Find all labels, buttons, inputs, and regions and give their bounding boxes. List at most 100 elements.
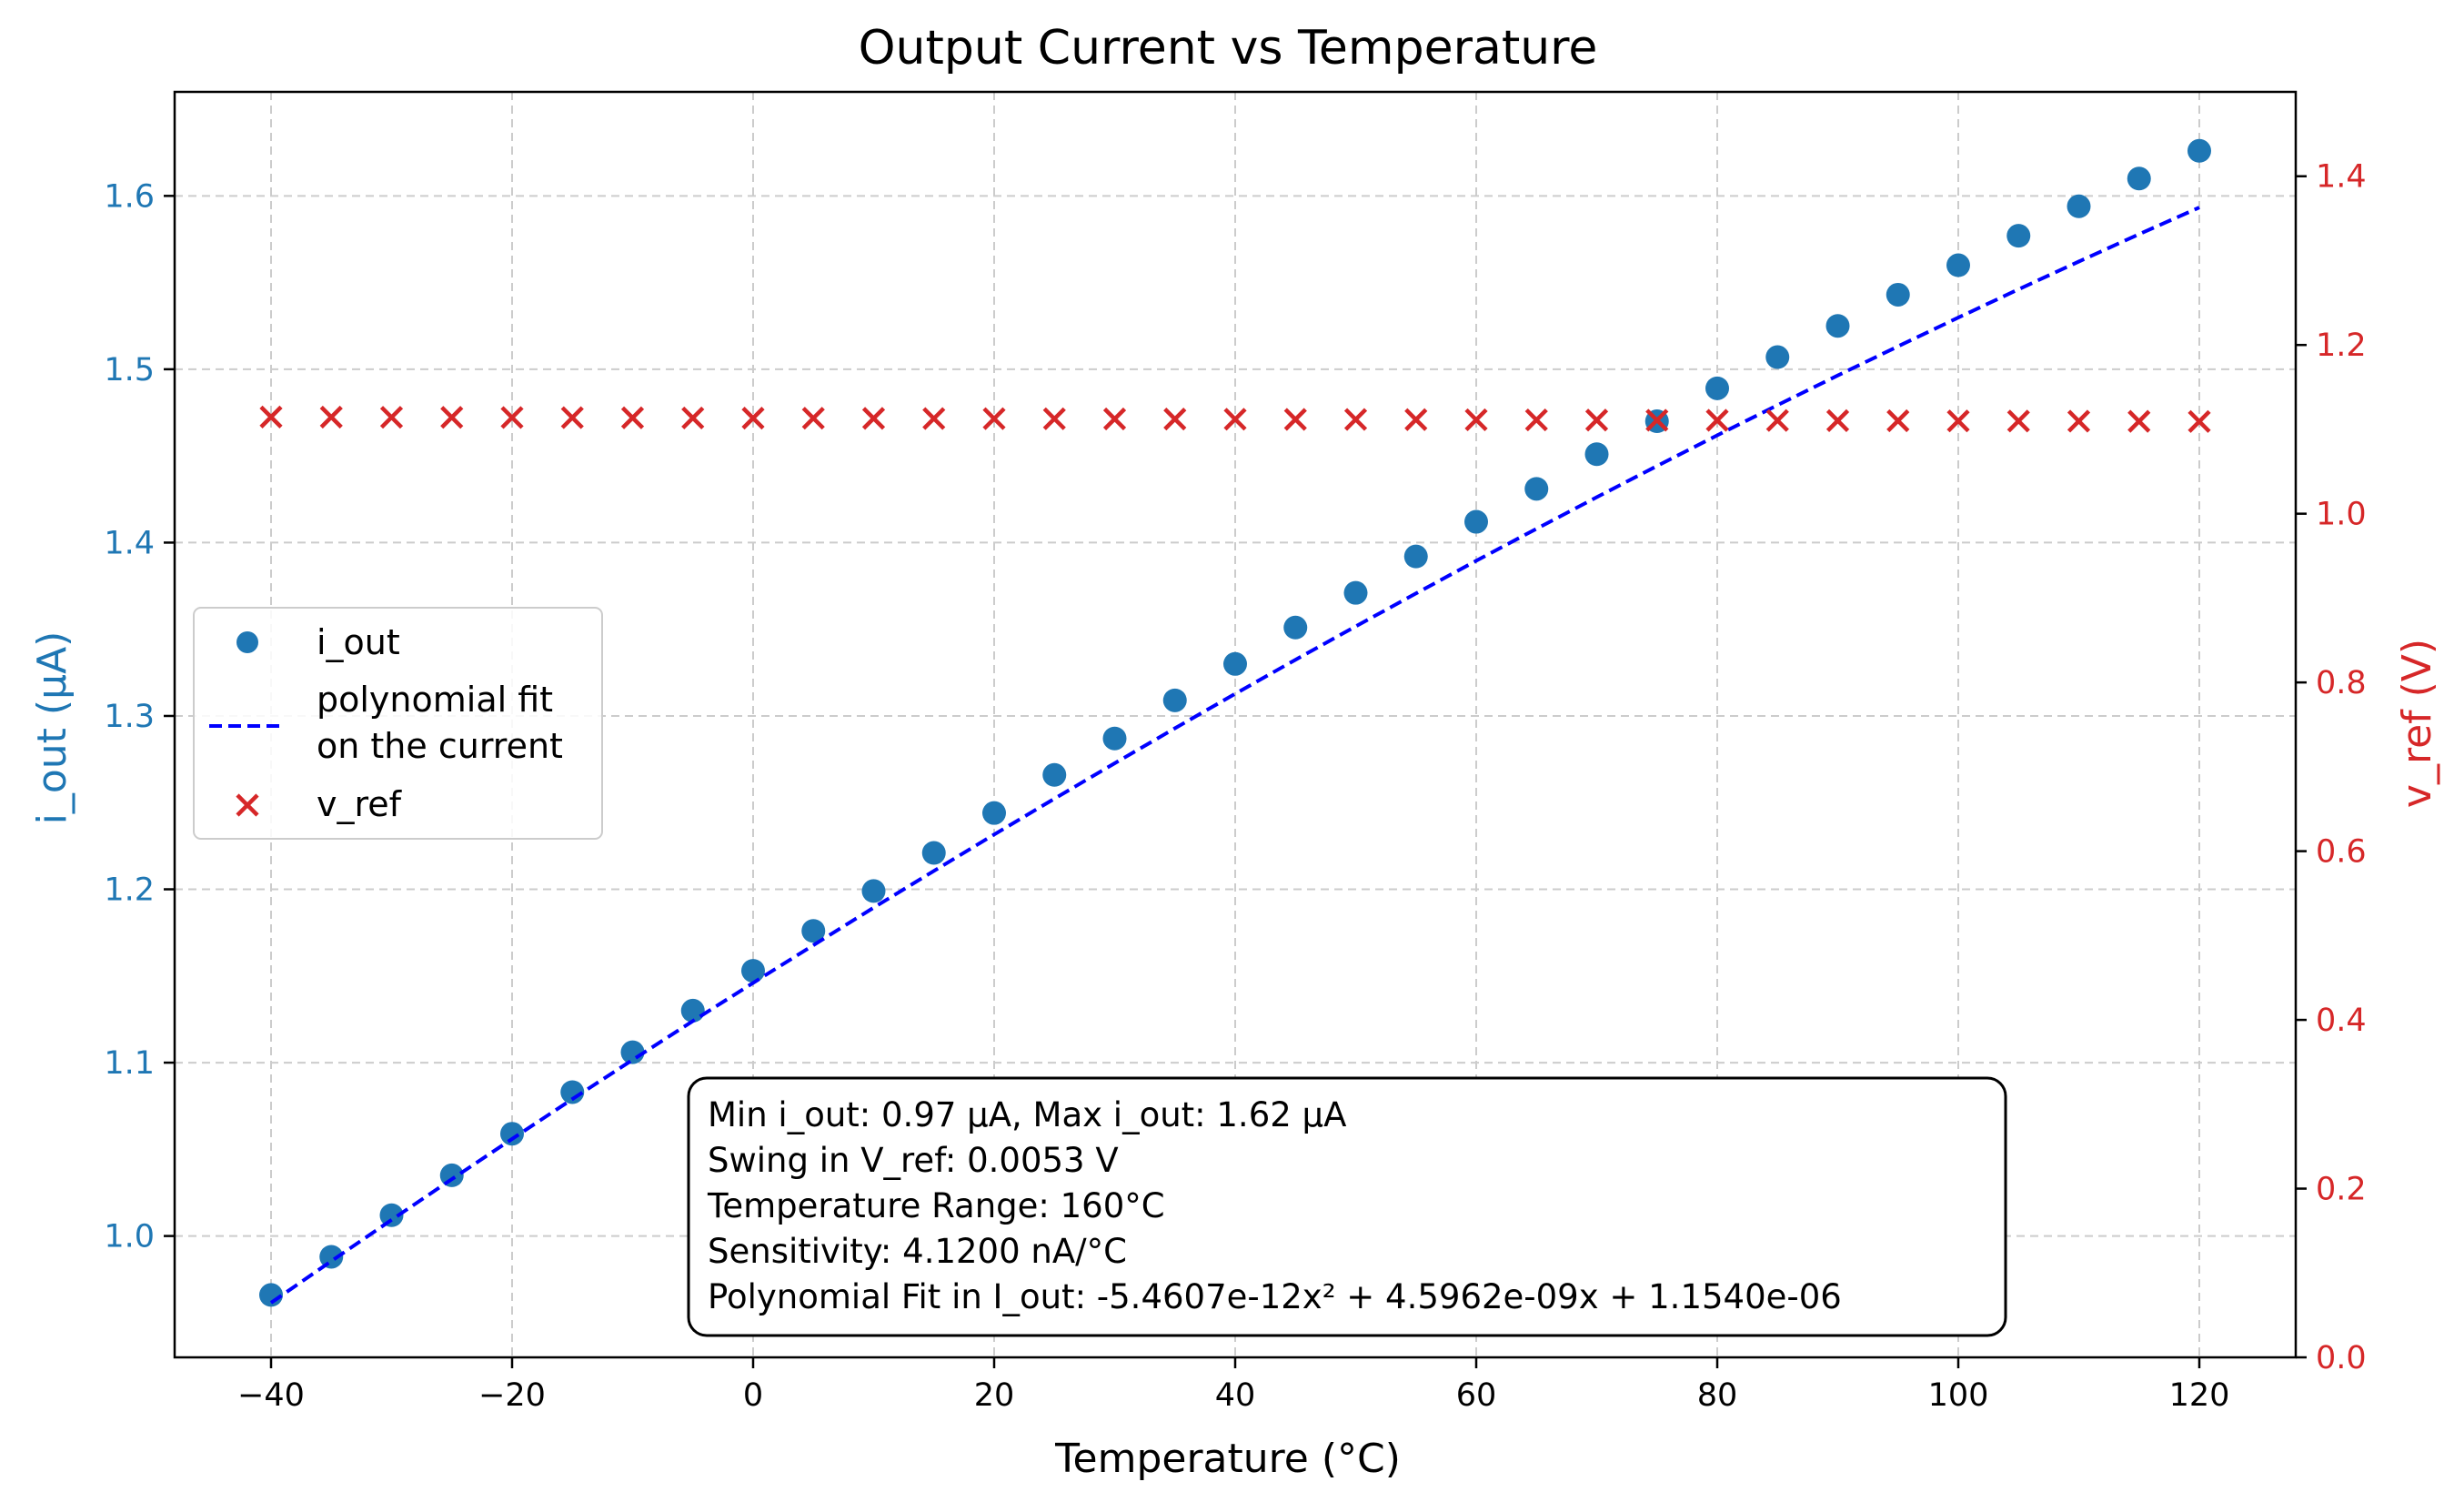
y-left-tick-label: 1.3 [104, 699, 155, 735]
x-axis-title: Temperature (°C) [1054, 1436, 1401, 1482]
v-ref-point-stroke [319, 405, 343, 429]
i-out-point [1283, 615, 1308, 640]
x-tick-label: 120 [2169, 1377, 2230, 1414]
v-ref-point [1705, 408, 1729, 432]
v-ref-point [801, 407, 825, 430]
v-ref-point-stroke [1705, 408, 1729, 432]
i-out-points-layer [259, 138, 2211, 1307]
y-right-tick-label: 1.0 [2316, 497, 2367, 533]
i-out-point [500, 1122, 524, 1146]
v-ref-point [1765, 408, 1789, 432]
chart-title: Output Current vs Temperature [859, 21, 1598, 76]
v-ref-point-stroke [1765, 408, 1789, 432]
v-ref-point-stroke [1886, 408, 1910, 433]
legend: i_out polynomial fit on the current v_re… [193, 607, 603, 840]
v-ref-point-stroke [500, 406, 524, 429]
i-out-point [1765, 345, 1790, 369]
y-right-tick-label: 0.2 [2316, 1172, 2367, 1208]
i-out-point [319, 1245, 344, 1269]
y-right-axis-title: v_ref (V) [2394, 639, 2440, 808]
v-ref-point-stroke [1283, 408, 1307, 431]
legend-marker-i-out [236, 631, 258, 653]
stats-temperature-range: Temperature Range: 160°C [707, 1186, 1165, 1225]
v-ref-point [1946, 409, 1970, 433]
y-right-tick-label: 0.8 [2316, 665, 2367, 701]
i-out-point [560, 1080, 585, 1104]
x-tick-label: −40 [237, 1377, 305, 1414]
stats-vref-swing: Swing in V_ref: 0.0053 V [708, 1141, 1119, 1180]
y-left-tick-label: 1.6 [104, 178, 155, 215]
y-left-tick-label: 1.5 [104, 352, 155, 388]
v-ref-point [1042, 407, 1066, 430]
v-ref-point-stroke [922, 407, 946, 430]
i-out-point [741, 959, 765, 983]
i-out-point [1223, 651, 1247, 676]
v-ref-point [620, 406, 645, 429]
v-ref-point-stroke [379, 406, 404, 429]
v-ref-point-stroke [2006, 409, 2030, 433]
i-out-point [1825, 314, 1850, 338]
v-ref-point-stroke [1825, 408, 1850, 432]
v-ref-point-stroke [1524, 408, 1548, 432]
y-left-tick-label: 1.4 [104, 525, 155, 561]
x-tick-label: 20 [974, 1377, 1015, 1414]
i-out-point [1343, 580, 1368, 605]
i-out-point [921, 841, 946, 865]
x-tick-label: 80 [1697, 1377, 1738, 1414]
v-ref-point [1404, 408, 1428, 431]
stats-annotation-box [687, 1076, 2007, 1337]
i-out-point [1946, 253, 1970, 277]
y-right-tick-label: 0.6 [2316, 834, 2367, 871]
v-ref-point-stroke [982, 407, 1006, 430]
x-tick-label: −20 [478, 1377, 546, 1414]
x-tick-label: 0 [743, 1377, 763, 1414]
fit-line-layer [269, 206, 2200, 1305]
y-right-tick-label: 1.2 [2316, 328, 2367, 364]
v-ref-point [982, 407, 1006, 430]
y-right-tick-label: 0.0 [2316, 1340, 2367, 1376]
legend-label-fit-line-2: on the current [317, 726, 563, 766]
v-ref-point [1283, 408, 1307, 431]
v-ref-point-stroke [620, 406, 645, 429]
i-out-point [1042, 762, 1067, 787]
v-ref-point [379, 406, 404, 429]
i-out-point [1886, 282, 1910, 307]
stats-annotation: Min i_out: 0.97 µA, Max i_out: 1.62 µA S… [687, 1076, 2007, 1337]
v-ref-point [741, 407, 765, 430]
v-ref-point [500, 406, 524, 429]
v-ref-point [1584, 408, 1609, 432]
y-left-axis-ticks: 1.0 1.1 1.2 1.3 1.4 1.5 1.6 [104, 178, 175, 1255]
i-out-point [2127, 166, 2151, 191]
x-axis-ticks: −40 −20 0 20 40 60 80 100 120 [237, 1357, 2229, 1414]
v-ref-point [1645, 408, 1669, 432]
v-ref-point [1825, 408, 1850, 432]
i-out-point [1524, 477, 1549, 501]
stats-sensitivity: Sensitivity: 4.1200 nA/°C [708, 1232, 1127, 1271]
grid [175, 92, 2296, 1357]
v-ref-point-stroke [1042, 407, 1066, 430]
i-out-point [680, 998, 705, 1023]
i-out-point [982, 801, 1006, 825]
v-ref-point [259, 405, 283, 428]
i-out-point [1705, 376, 1729, 400]
legend-label-v-ref: v_ref [317, 784, 403, 824]
v-ref-point-stroke [1223, 408, 1247, 431]
y-left-tick-label: 1.1 [104, 1045, 155, 1082]
v-ref-point [2187, 409, 2211, 433]
legend-label-fit-line-1: polynomial fit [317, 680, 553, 720]
v-ref-point [1343, 408, 1368, 431]
v-ref-point [319, 405, 343, 429]
v-ref-point [560, 406, 584, 429]
v-ref-point-stroke [741, 407, 765, 430]
v-ref-point-stroke [801, 407, 825, 430]
v-ref-points-layer [259, 405, 2211, 433]
v-ref-point [861, 407, 886, 430]
v-ref-point [1464, 408, 1488, 432]
stats-min-max: Min i_out: 0.97 µA, Max i_out: 1.62 µA [708, 1095, 1346, 1134]
v-ref-point [681, 406, 705, 430]
i-out-point [1403, 544, 1428, 569]
v-ref-point-stroke [2187, 409, 2211, 433]
v-ref-point-stroke [861, 407, 886, 430]
legend-marker-v-ref [236, 793, 259, 817]
v-ref-point [1886, 408, 1910, 433]
